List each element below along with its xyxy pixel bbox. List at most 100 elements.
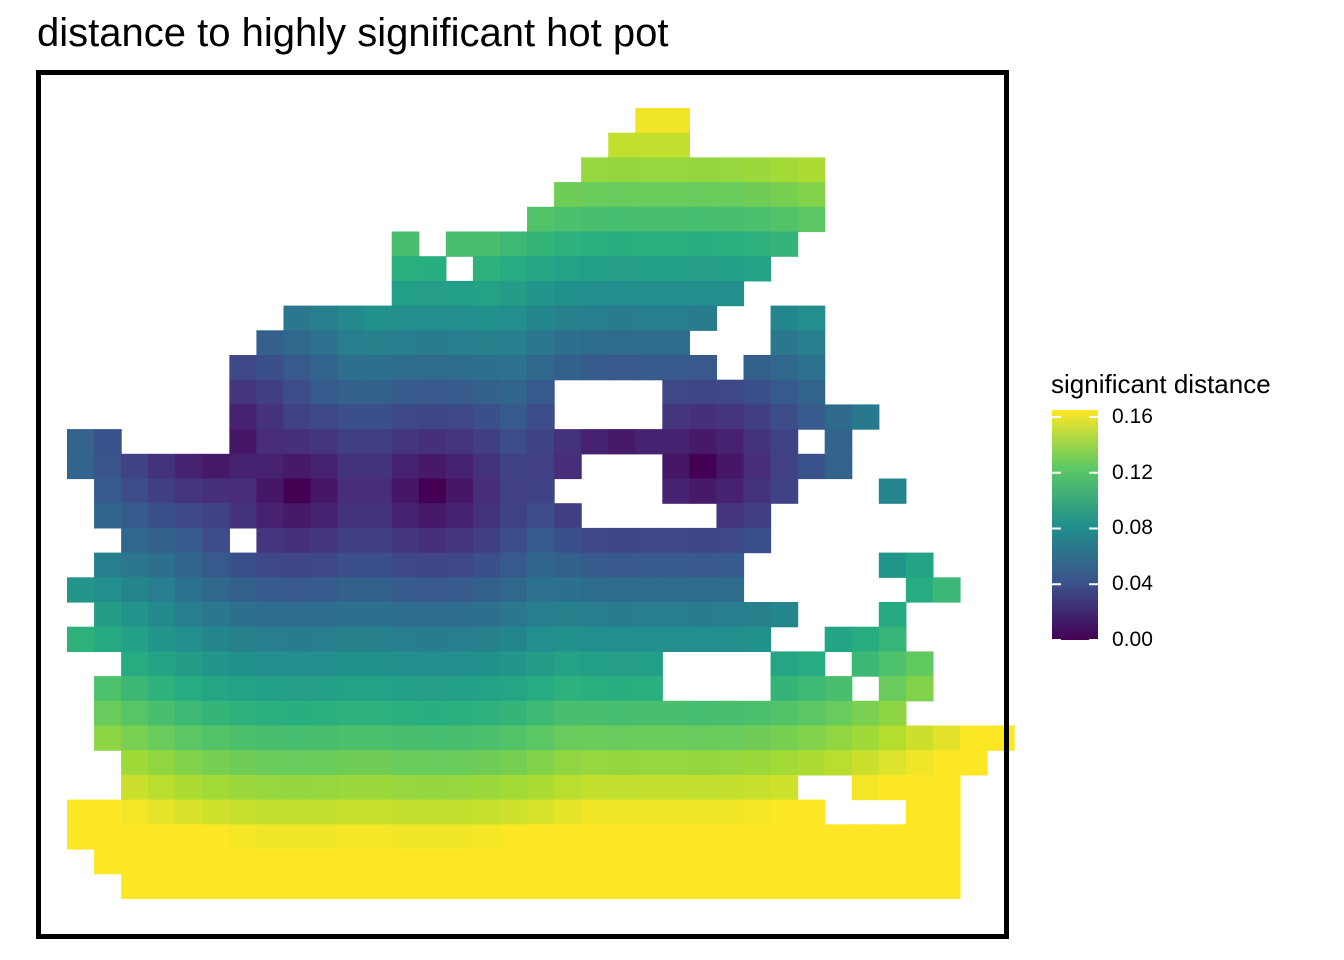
heatmap-cell (499, 700, 528, 727)
heatmap-cell (716, 453, 745, 480)
heatmap-cell (337, 478, 366, 504)
heatmap-cell (121, 651, 149, 677)
heatmap-cell (148, 700, 176, 727)
heatmap-cell (635, 206, 663, 233)
heatmap-cell (608, 750, 636, 776)
heatmap-cell (310, 774, 339, 801)
heatmap-cell (527, 552, 555, 578)
heatmap-cell (445, 725, 474, 751)
heatmap-cell (635, 725, 663, 751)
heatmap-cell (743, 182, 772, 208)
heatmap-cell (283, 626, 312, 652)
heatmap-cell (527, 404, 555, 430)
heatmap-cell (527, 503, 555, 529)
heatmap-cell (337, 577, 366, 603)
heatmap-cell (905, 873, 934, 899)
heatmap-cell (391, 774, 420, 801)
heatmap-cell (202, 602, 230, 628)
heatmap-cells (67, 108, 1015, 899)
heatmap-cell (581, 552, 609, 578)
heatmap-cell (121, 774, 149, 801)
heatmap-cell (418, 602, 447, 628)
heatmap-cell (824, 429, 853, 455)
heatmap-cell (283, 774, 312, 801)
heatmap-cell (770, 330, 799, 356)
heatmap-cell (175, 799, 203, 825)
heatmap-cell (472, 700, 501, 727)
heatmap-cell (689, 206, 718, 233)
heatmap-cell (905, 577, 934, 603)
heatmap-cell (662, 305, 690, 331)
heatmap-cell (229, 453, 258, 480)
heatmap-cell (499, 503, 528, 529)
heatmap-cell (256, 453, 285, 480)
heatmap-cell (202, 626, 230, 652)
heatmap-cell (445, 429, 474, 455)
heatmap-cell (472, 577, 501, 603)
heatmap-cell (662, 552, 690, 578)
heatmap-cell (121, 527, 149, 554)
heatmap-cell (932, 725, 961, 751)
heatmap-cell (689, 527, 718, 554)
heatmap-cell (608, 552, 636, 578)
heatmap-cell (229, 602, 258, 628)
heatmap-cell (851, 404, 880, 430)
heatmap-cell (391, 503, 420, 529)
heatmap-cell (310, 577, 339, 603)
heatmap-cell (283, 602, 312, 628)
heatmap-cell (743, 626, 772, 652)
heatmap-cell (472, 873, 501, 899)
heatmap-cell (554, 552, 582, 578)
heatmap-cell (554, 355, 582, 381)
heatmap-cell (229, 676, 258, 702)
heatmap-cell (472, 231, 501, 257)
heatmap-cell (662, 379, 690, 405)
heatmap-cell (689, 453, 718, 480)
heatmap-cell (202, 849, 230, 875)
heatmap-cell (743, 602, 772, 628)
heatmap-cell (256, 750, 285, 776)
heatmap-cell (148, 577, 176, 603)
heatmap-cell (499, 552, 528, 578)
heatmap-cell (743, 824, 772, 850)
heatmap-cell (148, 626, 176, 652)
heatmap-cell (283, 651, 312, 677)
heatmap-cell (472, 453, 501, 480)
heatmap-cell (445, 453, 474, 480)
heatmap-cell (499, 651, 528, 677)
heatmap-cell (608, 824, 636, 850)
heatmap-cell (581, 725, 609, 751)
heatmap-cell (797, 305, 826, 331)
heatmap-cell (608, 429, 636, 455)
heatmap-cell (499, 527, 528, 554)
heatmap-cell (689, 774, 718, 801)
heatmap-cell (797, 355, 826, 381)
heatmap-cell (310, 429, 339, 455)
heatmap-cell (662, 626, 690, 652)
heatmap-cell (581, 577, 609, 603)
heatmap-cell (364, 527, 393, 554)
heatmap-cell (689, 305, 718, 331)
heatmap-cell (499, 256, 528, 282)
heatmap-cell (337, 404, 366, 430)
heatmap-cell (256, 676, 285, 702)
heatmap-cell (229, 379, 258, 405)
heatmap-cell (581, 626, 609, 652)
heatmap-cell (337, 379, 366, 405)
heatmap-cell (472, 355, 501, 381)
heatmap-cell (743, 157, 772, 183)
heatmap-cell (121, 453, 149, 480)
heatmap-cell (175, 725, 203, 751)
heatmap-cell (418, 750, 447, 776)
heatmap-cell (743, 750, 772, 776)
heatmap-cell (770, 305, 799, 331)
heatmap-cell (256, 626, 285, 652)
heatmap-cell (418, 330, 447, 356)
heatmap-cell (472, 429, 501, 455)
heatmap-cell (716, 799, 745, 825)
heatmap-cell (202, 577, 230, 603)
heatmap-cell (797, 379, 826, 405)
heatmap-cell (554, 602, 582, 628)
heatmap-cell (608, 231, 636, 257)
heatmap-cell (635, 824, 663, 850)
